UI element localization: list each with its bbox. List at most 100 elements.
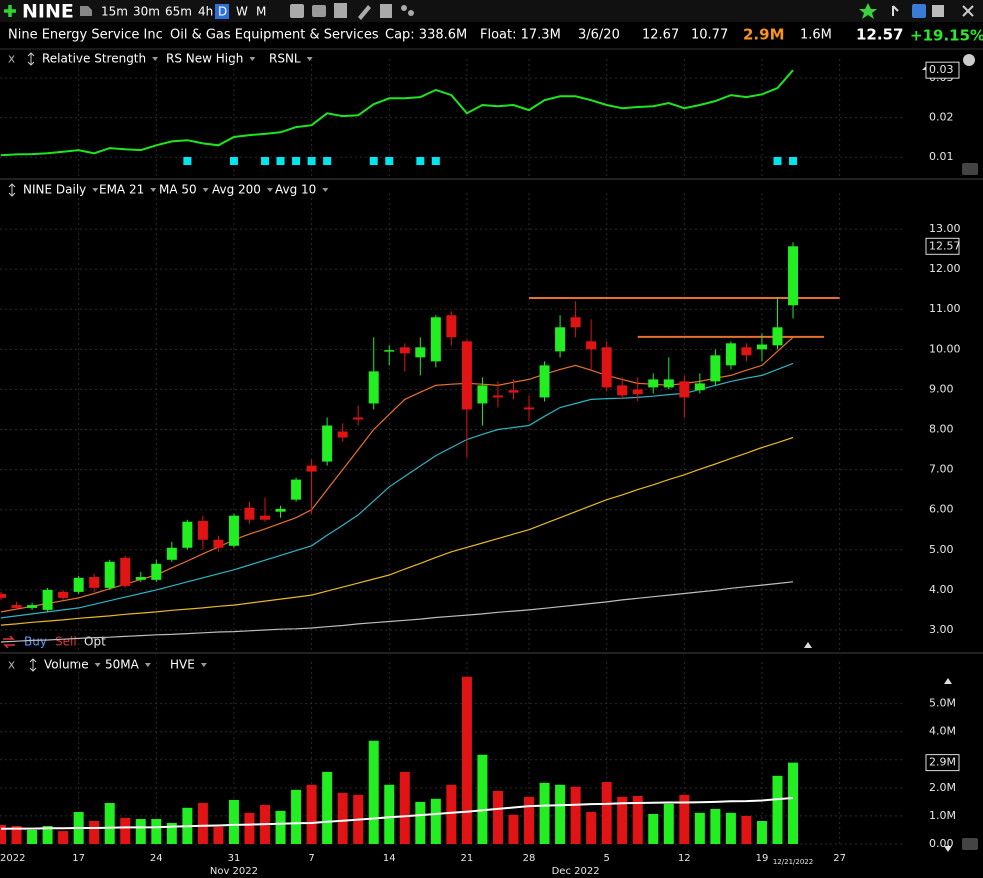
- dropdown-arrow: [266, 188, 273, 192]
- candle-body: [353, 417, 364, 420]
- calc-icon[interactable]: [334, 3, 347, 18]
- dropdown-arrow: [249, 57, 256, 61]
- symbol[interactable]: NINE: [22, 1, 74, 23]
- print-icon[interactable]: [932, 5, 944, 17]
- volume-bar: [151, 819, 162, 844]
- legend-entry[interactable]: NINE Daily: [23, 183, 86, 197]
- volume-bar: [337, 792, 348, 844]
- candle-body: [632, 389, 643, 395]
- candle-body: [586, 341, 597, 350]
- rs-new-high-marker: [773, 157, 782, 165]
- dropdown-arrow: [306, 57, 313, 61]
- opt-button[interactable]: Opt: [84, 635, 106, 649]
- legend-entry[interactable]: Volume: [44, 658, 89, 672]
- rs-new-high-marker: [307, 157, 316, 165]
- candle-body: [135, 577, 146, 580]
- grid-icon[interactable]: [290, 4, 304, 18]
- rt-icon[interactable]: [892, 5, 899, 16]
- x-tick-label: 19: [756, 853, 769, 864]
- volume-bar: [555, 784, 566, 844]
- legend-entry[interactable]: Avg 10: [275, 183, 316, 197]
- timeframe-button[interactable]: 65m: [165, 5, 192, 19]
- timeframe-button[interactable]: D: [218, 5, 227, 19]
- share-icon[interactable]: [401, 5, 407, 11]
- pen-icon[interactable]: [358, 5, 371, 20]
- volume-bar: [368, 740, 379, 844]
- volume-bar: [601, 781, 612, 844]
- x-tick-label: 2022: [0, 853, 25, 864]
- legends: Relative Strength RS New High RSNL NINE Dai…: [23, 52, 329, 672]
- close-button[interactable]: x: [8, 658, 15, 672]
- volume-bar: [197, 803, 208, 844]
- candle-body: [430, 317, 441, 362]
- timeframe-button[interactable]: W: [236, 5, 248, 19]
- x-tick-label: 7: [308, 853, 314, 864]
- candle-body: [601, 347, 612, 388]
- date: 3/6/20: [578, 28, 620, 43]
- dropdown-arrow: [92, 188, 99, 192]
- rs-new-high-marker: [385, 157, 394, 165]
- trade-icon[interactable]: [3, 635, 15, 649]
- scroll-button[interactable]: [962, 838, 978, 850]
- candle-body: [182, 521, 193, 548]
- dropdown-arrow: [144, 663, 151, 667]
- candle-body: [275, 508, 286, 512]
- candle-body: [648, 379, 659, 388]
- dropdown-arrow: [94, 663, 101, 667]
- move-icon[interactable]: [29, 658, 37, 672]
- star-icon[interactable]: [859, 3, 877, 19]
- legend-entry[interactable]: RS New High: [166, 52, 243, 66]
- timeframes: 15m 30m 65m 4h D W M: [101, 4, 266, 19]
- y-tick-label: 5.00: [929, 543, 954, 556]
- close-icon[interactable]: [962, 5, 974, 17]
- candle-body: [337, 431, 348, 438]
- legend-entry[interactable]: Relative Strength: [42, 52, 146, 66]
- volume-bar: [539, 782, 550, 844]
- volume-bar: [104, 803, 115, 844]
- y-tick-label: 12.00: [929, 262, 961, 275]
- candle-body: [725, 343, 736, 366]
- legend-entry[interactable]: EMA 21: [99, 183, 144, 197]
- timeframe-button[interactable]: M: [256, 5, 266, 19]
- s-icon[interactable]: [912, 4, 926, 18]
- legend-entry[interactable]: 50MA: [105, 658, 140, 672]
- candle-body: [0, 593, 6, 598]
- scroll-marker[interactable]: [804, 642, 812, 648]
- legend-entry[interactable]: Avg 200: [212, 183, 261, 197]
- tt-icon[interactable]: [312, 5, 326, 17]
- timeframe-button[interactable]: 30m: [133, 5, 160, 19]
- rs-new-high-marker: [183, 157, 192, 165]
- doc-icon[interactable]: [380, 4, 392, 18]
- settings-icon[interactable]: [963, 54, 975, 66]
- legend-entry[interactable]: MA 50: [159, 183, 197, 197]
- candle-body: [120, 557, 131, 586]
- last-price: 12.57: [856, 26, 903, 44]
- volume-bar: [306, 784, 317, 844]
- rs-new-high-marker: [323, 157, 332, 165]
- candle-body: [27, 605, 38, 608]
- volume-bar: [275, 810, 286, 844]
- tool-icon[interactable]: [80, 6, 92, 16]
- volume-bar: [772, 775, 783, 844]
- volume-bar: [741, 815, 752, 844]
- move-icon[interactable]: [8, 183, 16, 197]
- plot-area: 0.01 0.02 0.03 3.00 4.00 5.00 6.00 7.00 8.00 9.00…: [0, 59, 961, 877]
- volume-bar: [694, 812, 705, 844]
- candle-body: [477, 385, 488, 404]
- rs-line: [0, 69, 794, 157]
- scroll-button[interactable]: [962, 163, 978, 175]
- buy-button[interactable]: Buy: [24, 635, 47, 649]
- sell-button[interactable]: Sell: [55, 635, 77, 649]
- legend-entry[interactable]: RSNL: [269, 52, 301, 66]
- legend-entry[interactable]: HVE: [170, 658, 195, 672]
- timeframe-button[interactable]: 4h: [198, 5, 213, 19]
- volume-bar: [788, 762, 799, 844]
- close-button[interactable]: x: [8, 52, 15, 66]
- move-icon[interactable]: [27, 52, 35, 66]
- candle-body: [524, 407, 535, 410]
- add-icon[interactable]: [4, 5, 16, 17]
- y-tick-label: 7.00: [929, 463, 954, 476]
- timeframe-button[interactable]: 15m: [101, 5, 128, 19]
- volume-bar: [663, 803, 674, 844]
